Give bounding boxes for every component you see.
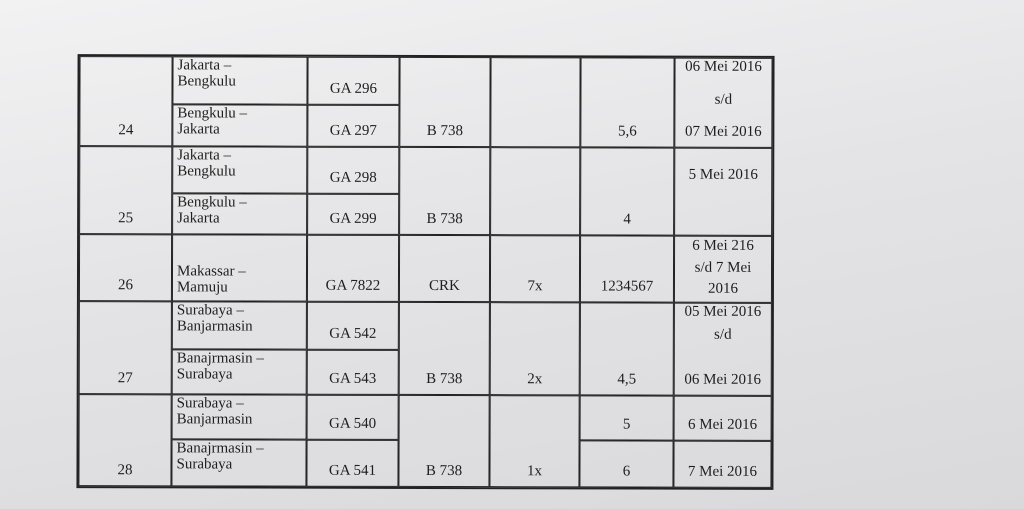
flight-number: GA 299 bbox=[307, 193, 400, 235]
route-cell: Surabaya – Banjarmasin bbox=[171, 394, 307, 440]
route-destination: Banjarmasin bbox=[176, 411, 253, 428]
route-cell: Banajrmasin – Surabaya bbox=[171, 439, 307, 487]
route-destination: Jakarta bbox=[177, 121, 220, 138]
frequency: 1x bbox=[489, 395, 580, 488]
flight-number: GA 541 bbox=[306, 439, 399, 487]
route-origin: Bengkulu – bbox=[177, 105, 248, 122]
frequency bbox=[490, 57, 581, 148]
period-end: 07 Mei 2016 bbox=[685, 123, 762, 140]
operating-days: 1234567 bbox=[579, 235, 675, 303]
period-end: 06 Mei 2016 bbox=[684, 371, 762, 388]
route-origin: Jakarta – bbox=[177, 57, 232, 74]
aircraft-type: B 738 bbox=[398, 394, 490, 488]
row-number: 25 bbox=[79, 146, 173, 235]
route-cell: Surabaya – Banjarmasin bbox=[171, 301, 307, 350]
flight-schedule-table: 24 Jakarta – Bengkulu GA 296 Bengkulu – Ja… bbox=[76, 54, 775, 490]
route-destination: Mamuju bbox=[176, 279, 228, 296]
flight-number: GA 543 bbox=[306, 349, 399, 395]
aircraft-type: B 738 bbox=[399, 56, 491, 148]
period-start: 6 Mei 216 bbox=[692, 237, 754, 254]
route-cell: Bengkulu – Jakarta bbox=[172, 193, 308, 235]
route-origin: Makassar – bbox=[176, 263, 246, 280]
period-separator: s/d 7 Mei bbox=[694, 259, 752, 276]
route-origin: Jakarta – bbox=[177, 147, 232, 164]
period-cell: 6 Mei 216 s/d 7 Mei 2016 bbox=[673, 235, 773, 303]
route-destination: Bengkulu bbox=[177, 73, 236, 90]
route-destination: Banjarmasin bbox=[176, 318, 253, 335]
frequency: 7x bbox=[489, 235, 581, 303]
period-cell: 7 Mei 2016 bbox=[673, 440, 772, 488]
operating-days: 4 bbox=[580, 147, 675, 236]
operating-days: 4,5 bbox=[579, 302, 674, 396]
route-cell: Banajrmasin – Surabaya bbox=[171, 349, 307, 395]
frequency bbox=[490, 147, 581, 236]
route-cell: Jakarta – Bengkulu bbox=[172, 56, 308, 105]
flight-number: GA 7822 bbox=[306, 234, 400, 302]
frequency: 2x bbox=[489, 302, 580, 396]
aircraft-type: B 738 bbox=[398, 301, 490, 396]
route-origin: Banajrmasin – bbox=[176, 440, 264, 457]
period-start: 05 Mei 2016 bbox=[684, 303, 762, 320]
aircraft-type: B 738 bbox=[399, 146, 491, 236]
row-number: 24 bbox=[79, 56, 173, 147]
route-destination: Surabaya bbox=[176, 366, 233, 383]
flight-number: GA 298 bbox=[307, 146, 400, 194]
period-separator: s/d bbox=[714, 91, 733, 108]
operating-days: 5 bbox=[579, 395, 674, 441]
row-number: 28 bbox=[78, 394, 172, 487]
route-origin: Surabaya – bbox=[176, 302, 244, 319]
route-destination: Bengkulu bbox=[177, 163, 236, 180]
route-cell: Jakarta – Bengkulu bbox=[172, 146, 308, 194]
period-start: 06 Mei 2016 bbox=[685, 58, 762, 75]
period-cell: 06 Mei 2016 s/d 07 Mei 2016 bbox=[674, 57, 773, 148]
period-start: 5 Mei 2016 bbox=[688, 166, 758, 183]
flight-number: GA 297 bbox=[307, 104, 400, 147]
route-cell: Makassar – Mamuju bbox=[171, 234, 308, 302]
row-number: 26 bbox=[78, 234, 173, 302]
period-cell: 5 Mei 2016 bbox=[674, 147, 773, 236]
route-origin: Bengkulu – bbox=[177, 194, 247, 211]
period-cell: 6 Mei 2016 bbox=[673, 395, 772, 441]
route-destination: Surabaya bbox=[176, 456, 233, 473]
operating-days: 5,6 bbox=[580, 57, 675, 148]
operating-days: 6 bbox=[579, 440, 674, 488]
period-separator: s/d bbox=[714, 326, 732, 343]
route-origin: Surabaya – bbox=[176, 395, 244, 412]
route-cell: Bengkulu – Jakarta bbox=[172, 104, 308, 147]
route-origin: Banajrmasin – bbox=[176, 350, 264, 367]
flight-number: GA 540 bbox=[306, 394, 399, 440]
period-end: 2016 bbox=[707, 280, 738, 297]
flight-number: GA 542 bbox=[306, 301, 399, 350]
aircraft-type: CRK bbox=[398, 234, 491, 303]
route-destination: Jakarta bbox=[177, 210, 220, 227]
row-number: 27 bbox=[78, 301, 172, 395]
flight-number: GA 296 bbox=[307, 56, 400, 105]
period-cell: 05 Mei 2016 s/d 06 Mei 2016 bbox=[673, 302, 772, 396]
